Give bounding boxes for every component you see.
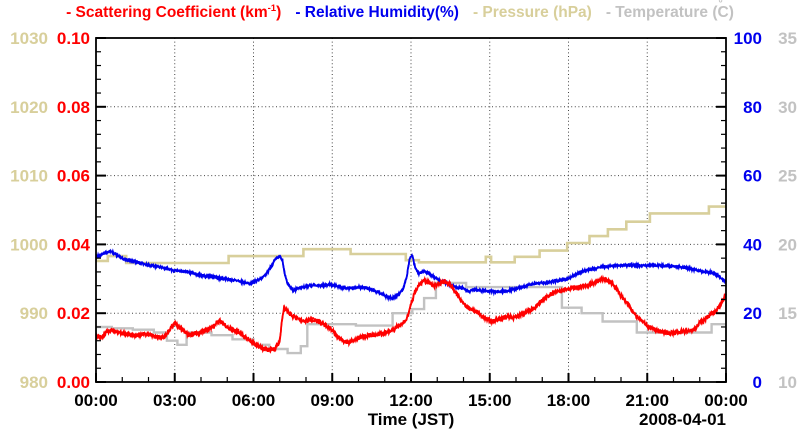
- legend-temperature-c: C: [717, 4, 729, 22]
- scattering-tick-label: 0.04: [57, 235, 91, 254]
- pressure-tick-label: 1010: [10, 167, 48, 186]
- temperature-tick-label: 15: [778, 304, 797, 323]
- legend-item-scattering: - Scattering Coefficient (km-1): [66, 3, 282, 22]
- time-tick-label: 09:00: [311, 391, 354, 410]
- time-tick-label: 03:00: [153, 391, 196, 410]
- legend-item-pressure: - Pressure (hPa): [472, 4, 592, 22]
- series-temperature: [96, 281, 726, 355]
- scattering-tick-label: 0.06: [57, 167, 90, 186]
- legend-scattering-text: - Scattering Coefficient (km: [66, 4, 268, 22]
- y-tick-labels: 98099010001010102010300.000.020.040.060.…: [10, 29, 797, 392]
- series-relative-humidity: [95, 249, 727, 302]
- legend-item-humidity: - Relative Humidity(%): [295, 4, 459, 22]
- x-tick-labels: 00:00 03:00 06:00 09:00 12:00 15:00 18:00 21:00…: [74, 391, 747, 410]
- gridlines: [96, 38, 726, 382]
- pressure-tick-label: 980: [20, 373, 48, 392]
- time-tick-label: 21:00: [626, 391, 669, 410]
- temperature-tick-label: 10: [778, 373, 797, 392]
- series-pressure: [96, 205, 726, 265]
- legend-item-temperature: - Temperature (° C): [605, 0, 734, 22]
- humidity-tick-label: 60: [743, 167, 762, 186]
- time-tick-label: 06:00: [232, 391, 275, 410]
- temperature-tick-label: 25: [778, 167, 797, 186]
- legend-temperature-text: - Temperature (: [605, 4, 718, 22]
- series-group: [95, 205, 727, 355]
- scattering-tick-label: 0.00: [57, 373, 90, 392]
- time-tick-label: 12:00: [389, 391, 432, 410]
- pressure-tick-label: 1020: [10, 98, 48, 117]
- plot-border: [95, 37, 727, 383]
- temperature-tick-label: 20: [778, 235, 797, 254]
- temperature-tick-label: 35: [778, 29, 797, 48]
- scattering-tick-label: 0.08: [57, 98, 90, 117]
- scattering-tick-label: 0.10: [57, 29, 90, 48]
- pressure-tick-label: 1030: [10, 29, 48, 48]
- date-label: 2008-04-01: [639, 410, 726, 429]
- humidity-tick-label: 40: [743, 235, 762, 254]
- time-tick-label: 00:00: [704, 391, 747, 410]
- time-tick-label: 00:00: [74, 391, 117, 410]
- pressure-tick-label: 1000: [10, 235, 48, 254]
- legend-temperature-close: ): [728, 4, 734, 22]
- time-tick-label: 18:00: [547, 391, 590, 410]
- temperature-tick-label: 30: [778, 98, 797, 117]
- series-scattering-coefficient: [95, 274, 727, 354]
- humidity-tick-label: 0: [753, 373, 762, 392]
- time-tick-label: 15:00: [468, 391, 511, 410]
- pressure-tick-label: 990: [20, 304, 48, 323]
- scattering-tick-label: 0.02: [57, 304, 90, 323]
- legend-scattering-close: ): [276, 4, 282, 22]
- humidity-tick-label: 100: [734, 29, 762, 48]
- degree-ring: °: [718, 0, 723, 11]
- legend: - Scattering Coefficient (km-1) - Relativ…: [0, 0, 800, 22]
- humidity-tick-label: 80: [743, 98, 762, 117]
- legend-scattering-sup: -1: [267, 3, 277, 14]
- x-axis-label: Time (JST): [368, 410, 455, 429]
- humidity-tick-label: 20: [743, 304, 762, 323]
